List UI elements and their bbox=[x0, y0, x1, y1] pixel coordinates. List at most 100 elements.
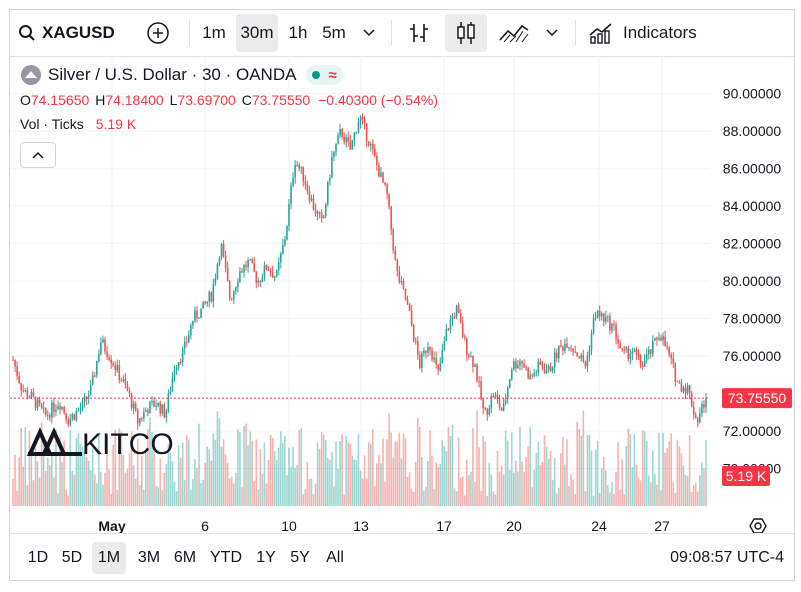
symbol-search[interactable]: XAGUSD bbox=[18, 14, 115, 52]
volume-bar bbox=[453, 488, 456, 506]
range-1y[interactable]: 1Y bbox=[256, 549, 276, 566]
volume-bar bbox=[243, 426, 245, 506]
candle-body bbox=[558, 345, 560, 359]
indicators-button[interactable]: Indicators bbox=[588, 14, 697, 52]
candle-body bbox=[151, 400, 153, 402]
range-ytd[interactable]: YTD bbox=[210, 549, 242, 566]
volume-label: Vol · Ticks bbox=[20, 116, 84, 132]
volume-bar bbox=[615, 471, 617, 506]
range-1d[interactable]: 1D bbox=[27, 549, 49, 566]
candle-body bbox=[232, 290, 235, 300]
interval-30m[interactable]: 30m bbox=[236, 14, 278, 52]
candle-body bbox=[513, 361, 515, 370]
volume-bar bbox=[53, 477, 55, 506]
candle-body bbox=[594, 317, 597, 319]
area-style-button[interactable] bbox=[496, 14, 532, 52]
volume-bar bbox=[600, 468, 603, 506]
volume-bar bbox=[171, 461, 174, 506]
candle-body bbox=[34, 396, 37, 409]
volume-bar bbox=[253, 481, 256, 506]
x-tick-label: 24 bbox=[591, 518, 607, 534]
bars-style-button[interactable] bbox=[404, 14, 434, 52]
volume-bar bbox=[519, 426, 521, 506]
candle-body bbox=[664, 336, 666, 347]
candle-body bbox=[316, 211, 319, 214]
range-6m[interactable]: 6M bbox=[173, 549, 197, 566]
candle-body bbox=[167, 393, 170, 411]
candle-body bbox=[431, 350, 433, 360]
volume-bar bbox=[241, 487, 243, 506]
range-3m[interactable]: 3M bbox=[137, 549, 161, 566]
candle-body bbox=[660, 337, 662, 341]
candle-body bbox=[120, 379, 123, 381]
volume-bar bbox=[302, 494, 305, 506]
volume-bar bbox=[132, 465, 135, 506]
range-all[interactable]: All bbox=[326, 549, 344, 566]
price-chart[interactable]: KITCO 90.00000 88.00000 86.00000 84.00000 82… bbox=[10, 56, 795, 536]
volume-bar bbox=[75, 438, 78, 506]
change-value: −0.40300 (−0.54%) bbox=[318, 92, 438, 108]
compare-button[interactable] bbox=[145, 14, 171, 52]
volume-bar bbox=[627, 428, 630, 506]
volume-bar bbox=[79, 443, 82, 506]
interval-1h[interactable]: 1h bbox=[288, 23, 308, 42]
interval-5m[interactable]: 5m bbox=[322, 23, 346, 42]
candle-body bbox=[412, 324, 415, 341]
candle-body bbox=[598, 310, 601, 317]
market-status-badge[interactable]: ≈ bbox=[306, 65, 343, 85]
volume-bar bbox=[398, 432, 401, 506]
volume-bar bbox=[224, 454, 227, 506]
volume-bar bbox=[130, 431, 133, 506]
candle-body bbox=[220, 243, 223, 259]
candle-body bbox=[549, 366, 552, 372]
candle-body bbox=[496, 394, 499, 400]
volume-bar bbox=[629, 434, 632, 506]
volume-bar bbox=[562, 437, 564, 506]
clock[interactable]: 09:08:57 UTC-4 bbox=[670, 549, 784, 566]
volume-bar bbox=[147, 429, 149, 506]
volume-bar bbox=[20, 428, 22, 506]
candle-body bbox=[517, 365, 519, 369]
volume-bar bbox=[208, 449, 211, 506]
low-label: L bbox=[169, 92, 178, 108]
candle-body bbox=[374, 148, 376, 156]
volume-bar bbox=[339, 440, 341, 506]
volume-bar bbox=[204, 462, 206, 506]
volume-bar bbox=[435, 462, 437, 506]
volume-bar bbox=[353, 459, 356, 506]
volume-bar bbox=[355, 460, 358, 506]
range-5d[interactable]: 5D bbox=[61, 549, 83, 566]
candle-body bbox=[136, 410, 139, 424]
volume-bar bbox=[423, 490, 425, 506]
volume-bar bbox=[459, 477, 462, 506]
interval-1m[interactable]: 1m bbox=[202, 23, 226, 42]
candle-body bbox=[690, 393, 693, 407]
range-1m[interactable]: 1M bbox=[92, 542, 126, 574]
volume-bar bbox=[531, 487, 534, 506]
candle-body bbox=[672, 358, 675, 364]
x-tick-label: 27 bbox=[654, 518, 670, 534]
candle-body bbox=[633, 349, 636, 352]
range-5y[interactable]: 5Y bbox=[290, 549, 310, 566]
chevron-down-icon bbox=[363, 29, 375, 37]
candle-body bbox=[153, 400, 155, 407]
candle-body bbox=[206, 301, 209, 304]
volume-bar bbox=[196, 468, 198, 506]
volume-bar bbox=[322, 434, 325, 506]
chart-widget: XAGUSD 1m 30m 1h 5m Indicators bbox=[9, 9, 795, 581]
volume-bar bbox=[701, 462, 703, 506]
candle-body bbox=[44, 407, 47, 415]
volume-bar bbox=[173, 481, 176, 506]
candle-body bbox=[429, 347, 431, 351]
volume-bar bbox=[161, 490, 164, 506]
volume-bar bbox=[67, 495, 70, 506]
collapse-legend-button[interactable] bbox=[20, 142, 56, 168]
candle-body bbox=[353, 133, 356, 141]
settings-button[interactable] bbox=[749, 518, 767, 534]
candles-style-button[interactable] bbox=[445, 14, 487, 52]
candle-body bbox=[53, 402, 55, 412]
chart-type-dropdown[interactable] bbox=[541, 14, 563, 52]
candle-body bbox=[682, 387, 685, 392]
interval-dropdown[interactable] bbox=[358, 14, 380, 52]
volume-bar bbox=[545, 447, 548, 506]
